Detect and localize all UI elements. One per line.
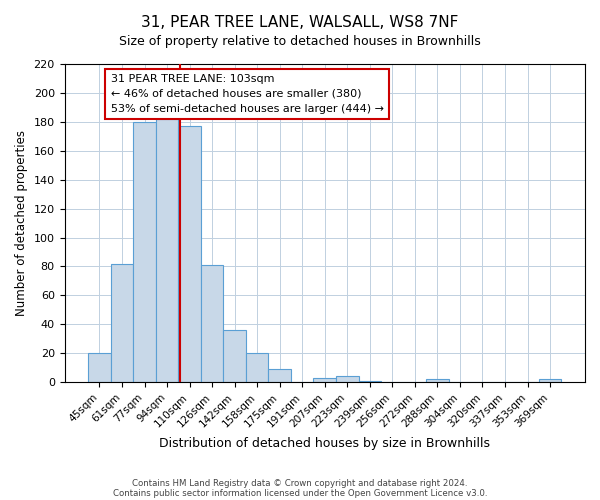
Bar xyxy=(313,378,336,382)
Text: 31, PEAR TREE LANE, WALSALL, WS8 7NF: 31, PEAR TREE LANE, WALSALL, WS8 7NF xyxy=(142,15,458,30)
Text: Contains public sector information licensed under the Open Government Licence v3: Contains public sector information licen… xyxy=(113,488,487,498)
Bar xyxy=(88,353,111,382)
Text: Size of property relative to detached houses in Brownhills: Size of property relative to detached ho… xyxy=(119,35,481,48)
Bar xyxy=(246,353,268,382)
Y-axis label: Number of detached properties: Number of detached properties xyxy=(15,130,28,316)
Bar xyxy=(178,126,201,382)
Bar xyxy=(336,376,359,382)
Bar xyxy=(156,119,178,382)
Bar xyxy=(201,265,223,382)
X-axis label: Distribution of detached houses by size in Brownhills: Distribution of detached houses by size … xyxy=(159,437,490,450)
Bar xyxy=(223,330,246,382)
Bar xyxy=(133,122,156,382)
Bar xyxy=(359,380,381,382)
Text: Contains HM Land Registry data © Crown copyright and database right 2024.: Contains HM Land Registry data © Crown c… xyxy=(132,478,468,488)
Bar xyxy=(111,264,133,382)
Bar xyxy=(539,379,562,382)
Text: 31 PEAR TREE LANE: 103sqm
← 46% of detached houses are smaller (380)
53% of semi: 31 PEAR TREE LANE: 103sqm ← 46% of detac… xyxy=(111,74,384,114)
Bar xyxy=(268,369,291,382)
Bar xyxy=(426,379,449,382)
